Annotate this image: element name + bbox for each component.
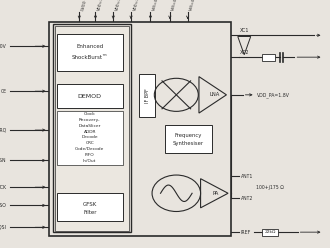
Text: CRC: CRC xyxy=(85,141,94,145)
Text: FIFO: FIFO xyxy=(85,153,95,157)
Bar xyxy=(57,111,123,165)
Text: Recovery,: Recovery, xyxy=(79,118,101,122)
Text: Clock: Clock xyxy=(84,112,96,116)
Text: DataSlicer: DataSlicer xyxy=(79,124,101,128)
Text: SCK: SCK xyxy=(0,185,7,190)
Text: XC1: XC1 xyxy=(239,28,249,33)
Bar xyxy=(139,74,155,117)
Text: CE: CE xyxy=(0,89,7,94)
Text: ShockBurst™: ShockBurst™ xyxy=(72,55,108,60)
Text: 22kΩ: 22kΩ xyxy=(264,230,276,234)
Text: VSS=0V: VSS=0V xyxy=(152,0,160,11)
Text: GFSK: GFSK xyxy=(83,202,97,207)
Text: VDD_PA=1.8V: VDD_PA=1.8V xyxy=(257,92,290,98)
Text: Filter: Filter xyxy=(83,210,97,215)
Text: VSS=0V: VSS=0V xyxy=(0,44,7,49)
Text: Synthesiser: Synthesiser xyxy=(173,141,204,146)
Text: MQSI: MQSI xyxy=(0,225,7,230)
Text: Decode: Decode xyxy=(82,135,98,139)
Text: LNA: LNA xyxy=(209,92,219,97)
Text: DEMOD: DEMOD xyxy=(78,93,102,98)
Bar xyxy=(53,24,131,232)
Text: VSS=0V: VSS=0V xyxy=(172,0,180,11)
Text: ANT2: ANT2 xyxy=(241,196,253,201)
Text: IREF: IREF xyxy=(241,230,251,235)
Text: DVDD: DVDD xyxy=(81,0,88,11)
Text: XC2: XC2 xyxy=(239,50,249,55)
Text: VDD=3V: VDD=3V xyxy=(97,0,105,11)
Text: IF BPF: IF BPF xyxy=(145,88,150,103)
Bar xyxy=(165,125,212,153)
Text: VSS=0V: VSS=0V xyxy=(189,0,197,11)
Bar xyxy=(57,34,123,70)
Bar xyxy=(55,26,129,231)
Text: 100+j175 Ω: 100+j175 Ω xyxy=(255,185,283,190)
Text: Code/Decode: Code/Decode xyxy=(75,147,105,151)
Bar xyxy=(57,193,123,221)
Text: MISO: MISO xyxy=(0,203,7,208)
Bar xyxy=(49,22,231,236)
Text: ADDR: ADDR xyxy=(83,129,96,133)
Bar xyxy=(57,84,123,108)
Text: CSN: CSN xyxy=(0,158,7,163)
Text: VDD=3V: VDD=3V xyxy=(115,0,123,11)
Text: Enhanced: Enhanced xyxy=(76,44,103,49)
Text: ANT1: ANT1 xyxy=(241,174,253,179)
Bar xyxy=(262,228,278,236)
Text: VDD=3V: VDD=3V xyxy=(133,0,141,11)
Text: PA: PA xyxy=(213,191,219,196)
Text: In/Out: In/Out xyxy=(83,159,96,163)
Bar xyxy=(262,54,275,61)
Text: Frequency: Frequency xyxy=(175,133,202,138)
Text: IRQ: IRQ xyxy=(0,127,7,133)
